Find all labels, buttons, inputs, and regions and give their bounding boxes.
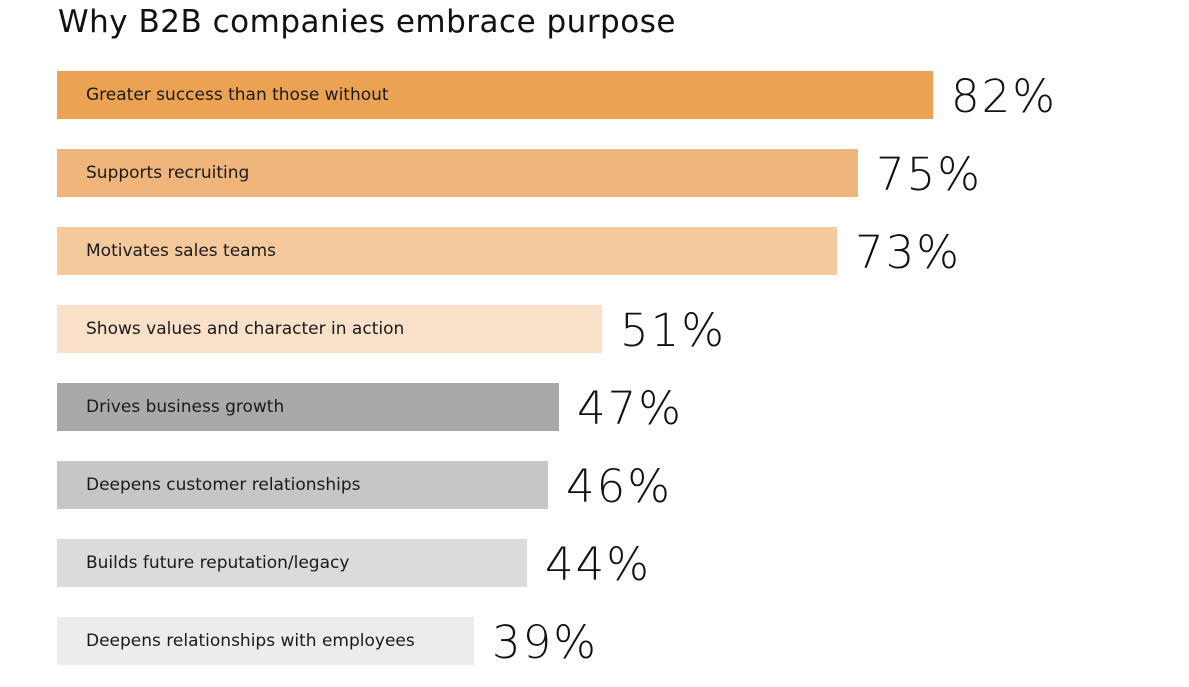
bar-value-label: 75%	[876, 148, 983, 201]
bar-label: Supports recruiting	[86, 163, 250, 183]
bar-label: Drives business growth	[86, 397, 285, 417]
bar: Supports recruiting	[57, 149, 858, 197]
bar: Shows values and character in action	[57, 305, 602, 353]
bar-value-label: 44%	[545, 538, 652, 591]
bar-label: Shows values and character in action	[86, 319, 405, 339]
bar: Drives business growth	[57, 383, 559, 431]
bar: Greater success than those without	[57, 71, 933, 119]
chart-title: Why B2B companies embrace purpose	[58, 4, 676, 40]
bar: Deepens customer relationships	[57, 461, 548, 509]
bar-value-label: 46%	[566, 460, 673, 513]
bar-label: Builds future reputation/legacy	[86, 553, 350, 573]
bar-value-label: 73%	[855, 226, 962, 279]
bar-label: Deepens relationships with employees	[86, 631, 415, 651]
bar-label: Deepens customer relationships	[86, 475, 361, 495]
bar-value-label: 39%	[492, 616, 599, 669]
bar-value-label: 51%	[620, 304, 727, 357]
bar: Motivates sales teams	[57, 227, 837, 275]
bar: Builds future reputation/legacy	[57, 539, 527, 587]
bar-value-label: 82%	[951, 70, 1058, 123]
bar-label: Greater success than those without	[86, 85, 389, 105]
bar-value-label: 47%	[577, 382, 684, 435]
bar-label: Motivates sales teams	[86, 241, 276, 261]
bar: Deepens relationships with employees	[57, 617, 474, 665]
